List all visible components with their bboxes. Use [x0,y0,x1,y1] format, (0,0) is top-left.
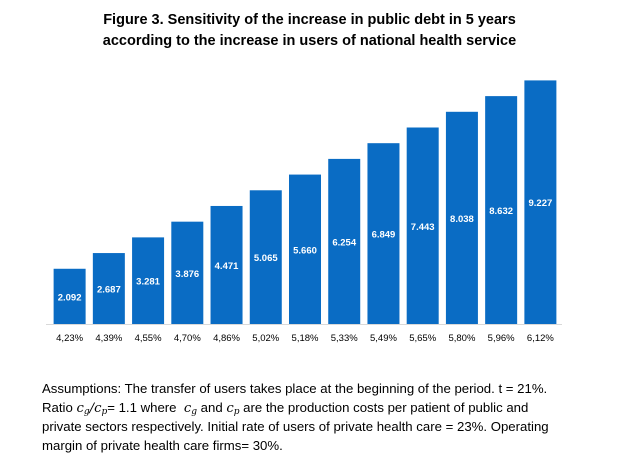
bar-3 [171,221,204,324]
x-tick-label-3: 4,70% [174,333,201,344]
note-ratio-value: = 1.1 where [107,399,181,415]
bar-1 [92,253,125,324]
note-line-4: margin of private health care firms= 30%… [42,437,283,453]
ratio-slash: / [89,400,95,416]
bar-0 [53,268,86,324]
data-label-8: 6.849 [372,230,396,241]
data-label-1: 2.687 [97,285,121,296]
x-tick-label-11: 5,96% [488,333,515,344]
note-line-3: private sectors respectively. Initial ra… [42,419,549,434]
bar-5 [249,190,282,324]
bar-chart: 2.092 4,23% 2.687 4,39% 3.281 4,55% 3.876 4,70%… [46,80,562,344]
data-label-3: 3.876 [175,269,199,280]
x-tick-label-1: 4,39% [95,333,122,344]
var-c-g: cg [76,400,90,417]
chart-title: Figure 3. Sensitivity of the increase in… [0,10,619,52]
var-c-p: cp [94,400,108,417]
assumptions-note: Assumptions: The transfer of users takes… [42,380,602,455]
note-and: and [197,399,227,415]
data-label-6: 5.660 [293,245,317,256]
data-label-0: 2.092 [58,292,82,303]
x-tick-label-8: 5,49% [370,333,397,344]
x-tick-label-7: 5,33% [331,333,358,344]
x-tick-label-4: 4,86% [213,333,240,344]
data-label-2: 3.281 [136,277,160,288]
data-label-7: 6.254 [332,237,356,248]
bar-10 [445,111,478,324]
bar-4 [210,205,243,324]
note-costs-text: are the production costs per patient of … [239,399,529,415]
bar-8 [367,143,400,324]
x-tick-label-6: 5,18% [292,333,319,344]
data-label-5: 5.065 [254,253,278,264]
bar-9 [406,127,439,325]
note-ratio-label: Ratio [42,399,77,415]
x-tick-label-5: 5,02% [252,333,279,344]
x-tick-label-9: 5,65% [409,333,436,344]
data-label-11: 8.632 [489,206,513,217]
bar-6 [289,174,321,324]
bar-12 [524,80,557,325]
bar-7 [328,158,361,324]
x-tick-label-2: 4,55% [135,333,162,344]
x-tick-label-10: 5,80% [448,333,475,344]
var-c-g-2: cg [183,400,197,417]
data-label-9: 7.443 [411,222,435,233]
bar-11 [485,96,518,324]
chart-title-line-1: Figure 3. Sensitivity of the increase in… [103,12,516,28]
note-line-2: Ratio cg/cp= 1.1 where cg and cp are the… [42,399,602,419]
x-tick-label-12: 6,12% [527,333,554,344]
x-tick-label-0: 4,23% [56,333,83,344]
data-label-4: 4.471 [215,261,239,272]
bar-2 [132,237,165,324]
data-label-10: 8.038 [450,214,474,225]
chart-title-line-2: according to the increase in users of na… [102,33,517,49]
var-c-p-2: cp [226,400,240,417]
data-label-12: 9.227 [528,198,552,209]
note-line-1: Assumptions: The transfer of users takes… [42,381,548,396]
